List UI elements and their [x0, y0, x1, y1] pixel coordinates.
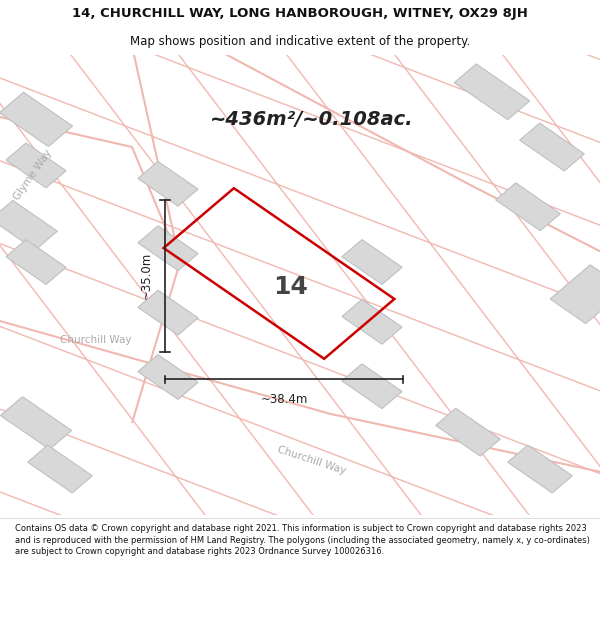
Polygon shape — [138, 226, 198, 271]
Polygon shape — [0, 92, 73, 147]
Polygon shape — [6, 143, 66, 188]
Polygon shape — [6, 239, 66, 284]
Polygon shape — [342, 239, 402, 284]
Polygon shape — [342, 364, 402, 409]
Text: Churchill Way: Churchill Way — [60, 335, 131, 345]
Text: ~35.0m: ~35.0m — [140, 252, 153, 299]
Polygon shape — [138, 290, 198, 335]
Polygon shape — [138, 354, 198, 399]
Polygon shape — [1, 397, 71, 449]
Text: Contains OS data © Crown copyright and database right 2021. This information is : Contains OS data © Crown copyright and d… — [15, 524, 590, 556]
Polygon shape — [0, 201, 58, 250]
Polygon shape — [138, 161, 198, 206]
Polygon shape — [454, 64, 530, 119]
Polygon shape — [436, 408, 500, 456]
Polygon shape — [520, 123, 584, 171]
Text: Churchill Way: Churchill Way — [277, 444, 347, 476]
Polygon shape — [496, 183, 560, 231]
Polygon shape — [342, 299, 402, 344]
Polygon shape — [550, 265, 600, 324]
Text: ~38.4m: ~38.4m — [260, 393, 308, 406]
Text: Glyme Way: Glyme Way — [12, 148, 54, 202]
Text: Map shows position and indicative extent of the property.: Map shows position and indicative extent… — [130, 35, 470, 48]
Text: 14, CHURCHILL WAY, LONG HANBOROUGH, WITNEY, OX29 8JH: 14, CHURCHILL WAY, LONG HANBOROUGH, WITN… — [72, 8, 528, 20]
Text: ~436m²/~0.108ac.: ~436m²/~0.108ac. — [210, 110, 414, 129]
Polygon shape — [508, 445, 572, 493]
Polygon shape — [28, 445, 92, 493]
Text: 14: 14 — [274, 275, 308, 299]
